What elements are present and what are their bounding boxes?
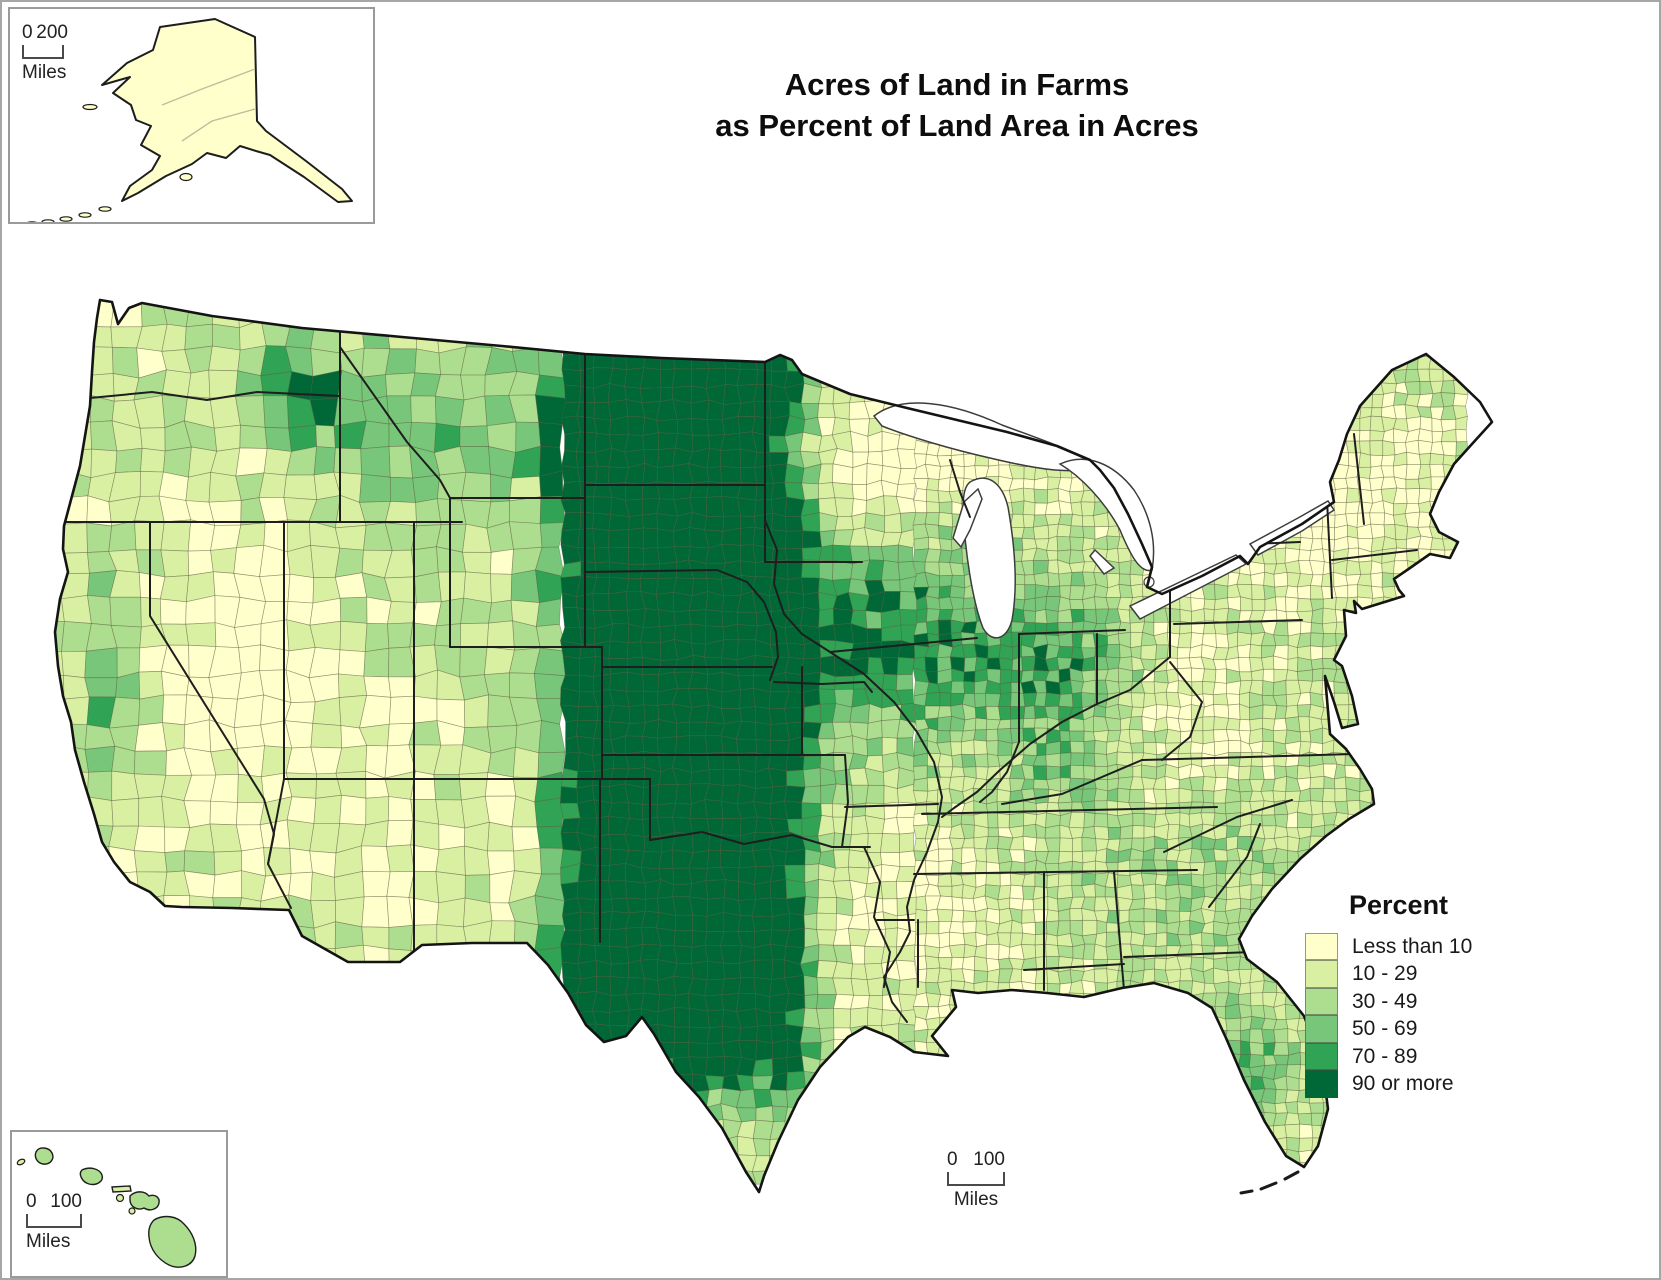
alaska-inset: 0 200 Miles bbox=[8, 7, 375, 227]
hawaii-island-kauai bbox=[34, 1147, 54, 1165]
main-scalebar-end: 100 bbox=[973, 1149, 1005, 1170]
map-title-line1: Acres of Land in Farms bbox=[784, 67, 1130, 102]
legend-class-label: 30 - 49 bbox=[1352, 989, 1418, 1013]
map-legend: Percent Less than 10 10 - 29 30 - 49 50 - 6… bbox=[1305, 890, 1575, 1098]
main-scalebar: 0 100 Miles bbox=[947, 1150, 1005, 1211]
legend-class-label: 10 - 29 bbox=[1352, 962, 1418, 986]
legend-class-row: 70 - 89 bbox=[1305, 1042, 1575, 1071]
alaska-map bbox=[25, 18, 353, 227]
map-title-line2: as Percent of Land Area in Acres bbox=[715, 108, 1199, 143]
hawaii-scalebar-end: 100 bbox=[50, 1191, 82, 1212]
alaska-scalebar: 0 200 Miles bbox=[22, 23, 68, 84]
legend-class-label: 90 or more bbox=[1352, 1072, 1454, 1096]
map-title: Acres of Land in Farms as Percent of Lan… bbox=[697, 64, 1217, 146]
hawaii-island-oahu bbox=[79, 1167, 104, 1186]
legend-swatch bbox=[1305, 1015, 1338, 1043]
alaska-scalebar-bracket bbox=[22, 45, 64, 59]
hawaii-scalebar-start: 0 bbox=[26, 1191, 37, 1212]
florida-keys bbox=[1239, 1170, 1300, 1195]
hawaii-scalebar-unit: Miles bbox=[26, 1231, 71, 1252]
legend-class-label: 50 - 69 bbox=[1352, 1017, 1418, 1041]
legend-swatch bbox=[1305, 960, 1338, 988]
legend-class-row: 50 - 69 bbox=[1305, 1015, 1575, 1044]
hawaii-island-big-island bbox=[148, 1215, 197, 1268]
state-borders-layer bbox=[57, 301, 1418, 1023]
hawaii-map bbox=[16, 1147, 197, 1268]
main-scalebar-unit: Miles bbox=[953, 1189, 999, 1210]
legend-swatch bbox=[1305, 1042, 1338, 1070]
legend-heading: Percent bbox=[1349, 890, 1449, 920]
legend-class-label: Less than 10 bbox=[1352, 934, 1473, 958]
alaska-scalebar-start: 0 bbox=[22, 22, 33, 43]
hawaii-island-molokai bbox=[111, 1185, 132, 1193]
alaska-scalebar-unit: Miles bbox=[22, 62, 67, 83]
main-scalebar-start: 0 bbox=[947, 1149, 958, 1170]
legend-class-row: 30 - 49 bbox=[1305, 987, 1575, 1016]
legend-class-row: 90 or more bbox=[1305, 1070, 1575, 1099]
hawaii-scalebar: 0 100 Miles bbox=[26, 1192, 82, 1253]
alaska-shape bbox=[101, 18, 353, 203]
legend-class-row: 10 - 29 bbox=[1305, 960, 1575, 989]
legend-class-label: 70 - 89 bbox=[1352, 1044, 1418, 1068]
legend-class-row: Less than 10 bbox=[1305, 932, 1575, 961]
hawaii-island-maui bbox=[129, 1191, 160, 1211]
legend-rows: Less than 10 10 - 29 30 - 49 50 - 69 70 - 89… bbox=[1305, 932, 1575, 1099]
great-lakes-layer bbox=[872, 402, 1336, 639]
county-cells-layer bbox=[55, 300, 1470, 1188]
legend-swatch bbox=[1305, 987, 1338, 1015]
alaska-scalebar-end: 200 bbox=[36, 22, 68, 43]
hawaii-inset: 0 100 Miles bbox=[10, 1130, 228, 1278]
us-outline bbox=[53, 298, 1494, 1194]
hawaii-scalebar-bracket bbox=[26, 1214, 82, 1228]
legend-swatch bbox=[1305, 932, 1338, 960]
main-scalebar-bracket bbox=[947, 1172, 1005, 1186]
legend-swatch bbox=[1305, 1070, 1338, 1098]
